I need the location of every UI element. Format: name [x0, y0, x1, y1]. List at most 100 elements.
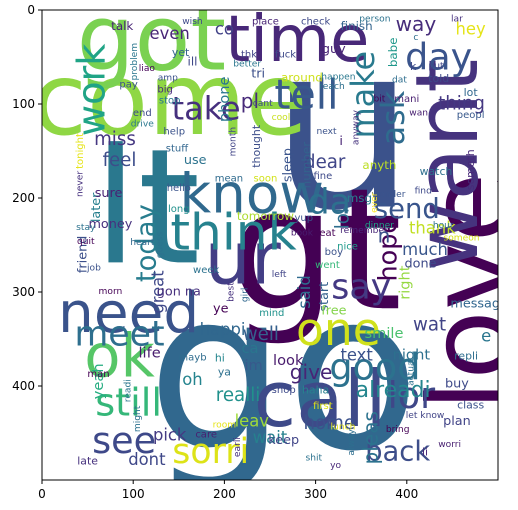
- word-dinner: dinner: [365, 221, 394, 231]
- word-late: late: [77, 455, 98, 468]
- word-leav: leav: [235, 411, 270, 430]
- word-tell: tell: [274, 71, 338, 119]
- y-tick-label: 100: [12, 97, 35, 111]
- word-say: say: [331, 267, 391, 307]
- x-axis: 0 100 200 300 400: [38, 480, 418, 501]
- word-ask: ask: [374, 90, 412, 145]
- word-stay: stay: [76, 223, 96, 233]
- y-tick-label: 0: [27, 3, 35, 17]
- word-feel: feel: [103, 150, 137, 171]
- word-dat: dat: [392, 76, 407, 86]
- word-gt: gt: [229, 151, 402, 348]
- word-watch: watch: [420, 165, 453, 178]
- word-know: know: [179, 161, 324, 225]
- word-care: care: [195, 429, 217, 440]
- word-actual: actual: [406, 358, 416, 386]
- word-ye: ye: [213, 301, 229, 316]
- word-thing: thing: [438, 94, 485, 115]
- word-dear: dear: [304, 152, 346, 173]
- word-mind: mind: [259, 308, 284, 319]
- word-thought: thought: [250, 124, 263, 168]
- word-room: room: [213, 420, 237, 430]
- word-month: month: [229, 127, 239, 157]
- word-alway: alway: [347, 429, 357, 456]
- word-one: one: [296, 303, 381, 356]
- word-right: right: [396, 265, 413, 300]
- word-home: home: [303, 413, 355, 434]
- word-said: said: [295, 275, 314, 309]
- word-yet: yet: [172, 46, 190, 59]
- word-soon: soon: [254, 174, 278, 185]
- word-e: e: [481, 327, 491, 346]
- word-keep: keep: [268, 433, 299, 448]
- word-yeah: yeah: [90, 363, 107, 399]
- word-pay: pay: [119, 80, 137, 91]
- word-day: day: [405, 36, 472, 79]
- word-n: n: [378, 224, 391, 248]
- word-alreadi: alreadi: [356, 378, 431, 403]
- x-tick-label: 100: [122, 487, 145, 501]
- word-ii: ii: [422, 445, 428, 458]
- word-money: money: [88, 217, 132, 232]
- word-help: help: [163, 127, 185, 138]
- x-tick-label: 0: [38, 487, 46, 501]
- word-see: see: [92, 419, 156, 462]
- word-lt: lt: [93, 114, 200, 300]
- word-best: best: [227, 282, 237, 302]
- word-call: call: [254, 355, 387, 445]
- word-around: around: [281, 71, 323, 85]
- word-amp: amp: [158, 74, 178, 84]
- word-repli: repli: [454, 349, 478, 362]
- word-better: better: [233, 60, 261, 70]
- word-friend: friend: [76, 236, 91, 273]
- word-number: number: [299, 142, 313, 189]
- word-need: need: [58, 281, 199, 346]
- word-guy: guy: [322, 42, 346, 57]
- word-today: today: [131, 204, 162, 282]
- word-left: left: [272, 270, 287, 280]
- word-think: think: [170, 202, 296, 261]
- word-stop: stop: [159, 96, 181, 107]
- word-worri: worri: [438, 440, 461, 450]
- y-tick-label: 300: [12, 285, 35, 299]
- word-pleas: pleas: [358, 411, 382, 464]
- word-cool: cool: [272, 113, 291, 123]
- word-bit: bit: [374, 94, 386, 104]
- word-wait: wait: [253, 428, 288, 447]
- word-quit: quit: [77, 237, 95, 247]
- word-morn: morn: [99, 287, 123, 297]
- word-make: make: [344, 51, 382, 139]
- word-text: text: [340, 345, 373, 364]
- word-someth: someth: [464, 149, 477, 190]
- plot-area-background: [42, 10, 498, 480]
- word-tonight: tonight: [75, 133, 86, 169]
- word-pick: pick: [153, 425, 187, 444]
- word-hope: hope: [374, 218, 404, 282]
- word-first: first: [313, 401, 333, 412]
- word-man: man: [87, 369, 109, 380]
- word-want: want: [398, 59, 498, 272]
- word-well: well: [243, 324, 279, 345]
- word-next: next: [316, 127, 337, 137]
- word-work: work: [70, 43, 115, 136]
- word-cant: cant: [253, 99, 273, 109]
- word-shop: shop: [272, 385, 296, 396]
- word-good: good: [329, 346, 420, 389]
- word-realli: realli: [216, 385, 261, 406]
- word-lunch: lunch: [331, 422, 356, 432]
- word-even: even: [150, 24, 190, 43]
- word-got: got: [77, 0, 226, 92]
- word-shit: shit: [305, 453, 322, 463]
- word-im: im: [244, 357, 262, 374]
- word-drive: drive: [131, 120, 154, 130]
- word-sorri: sorri: [172, 432, 249, 472]
- word-buy: buy: [445, 377, 469, 392]
- word-smile: smile: [365, 325, 404, 342]
- word-long: long: [168, 204, 190, 215]
- word-hour: hour: [433, 221, 454, 231]
- word-hey: hey: [456, 19, 486, 38]
- word-great: great: [148, 270, 167, 314]
- word-night: night: [393, 346, 431, 363]
- word-went: went: [315, 260, 340, 271]
